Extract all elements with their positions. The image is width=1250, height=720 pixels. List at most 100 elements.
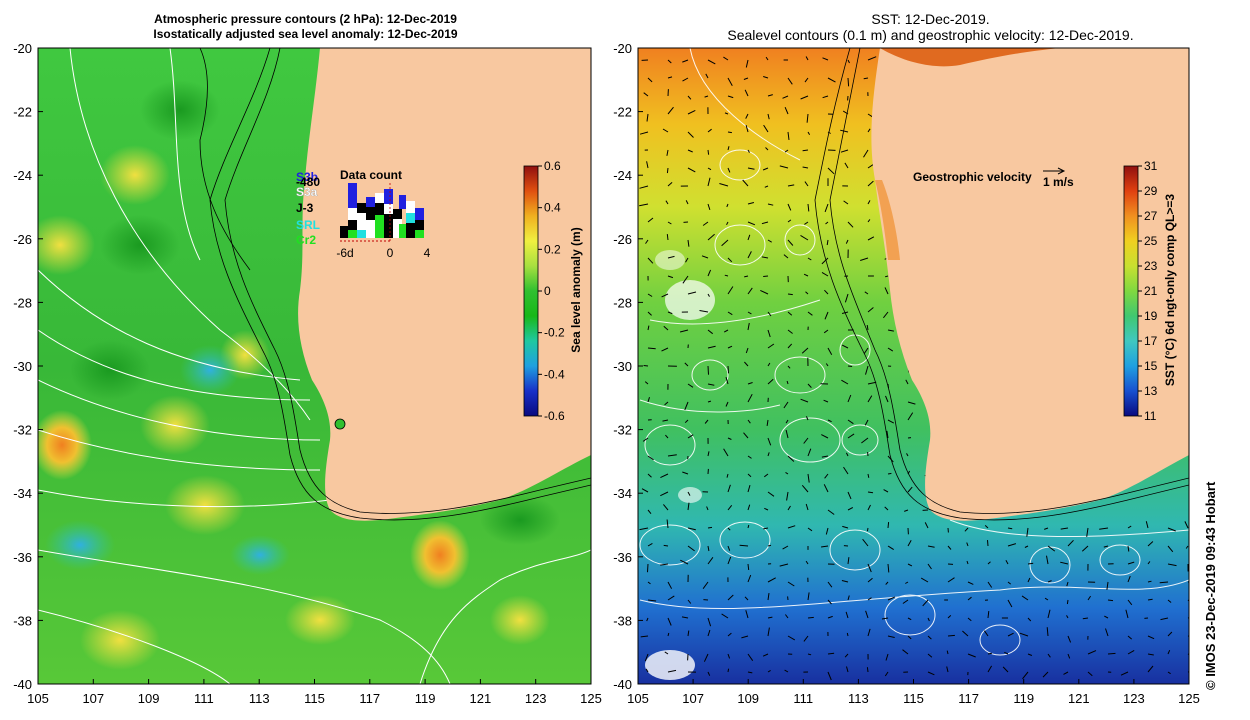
velocity-arrow bbox=[1047, 545, 1056, 552]
colorbar-tick-label: 0.2 bbox=[544, 242, 561, 256]
velocity-arrow bbox=[867, 473, 870, 478]
velocity-arrow bbox=[647, 217, 654, 223]
velocity-arrow bbox=[747, 149, 750, 153]
velocity-arrow bbox=[844, 653, 849, 658]
velocity-arrow bbox=[1127, 545, 1130, 552]
velocity-arrow bbox=[987, 581, 993, 588]
velocity-arrow bbox=[707, 329, 714, 335]
velocity-arrow bbox=[724, 112, 729, 115]
velocity-arrow bbox=[724, 274, 729, 277]
velocity-arrow bbox=[707, 557, 714, 565]
velocity-arrow bbox=[887, 472, 892, 475]
velocity-arrow bbox=[787, 131, 790, 140]
velocity-arrow bbox=[1127, 575, 1131, 583]
velocity-arrow bbox=[747, 524, 750, 529]
velocity-arrow bbox=[786, 491, 789, 501]
velocity-arrow bbox=[761, 221, 769, 225]
velocity-arrow bbox=[665, 200, 669, 205]
velocity-arrow bbox=[845, 239, 849, 244]
velocity-arrow bbox=[1184, 521, 1189, 529]
velocity-arrow bbox=[764, 507, 769, 511]
velocity-arrow bbox=[647, 581, 651, 585]
velocity-arrow bbox=[667, 76, 673, 79]
velocity-arrow bbox=[707, 545, 710, 552]
velocity-arrow bbox=[727, 504, 733, 511]
velocity-arrow bbox=[744, 89, 749, 97]
data-count-title: Data count bbox=[340, 168, 402, 182]
velocity-arrow bbox=[867, 577, 873, 583]
velocity-arrow bbox=[647, 397, 650, 403]
velocity-arrow bbox=[645, 668, 649, 673]
lon-tick-label: 115 bbox=[304, 691, 325, 706]
velocity-arrow bbox=[987, 540, 989, 547]
velocity-arrow bbox=[847, 365, 853, 367]
colorbar-tick-label: -0.4 bbox=[544, 367, 565, 381]
velocity-arrow bbox=[1147, 561, 1151, 565]
velocity-arrow bbox=[1167, 649, 1171, 655]
velocity-arrow bbox=[785, 419, 789, 424]
velocity-arrow bbox=[927, 653, 933, 658]
velocity-arrow bbox=[865, 610, 869, 619]
velocity-arrow bbox=[723, 56, 729, 61]
velocity-arrow bbox=[1087, 595, 1092, 601]
velocity-arrow bbox=[984, 525, 989, 529]
velocity-arrow bbox=[807, 311, 813, 316]
velocity-arrow bbox=[847, 59, 850, 64]
left-longitude-axis: 105 107 109 111 113 115 117 119 121 123 125 bbox=[27, 679, 602, 706]
right-colorbar: 31 29 27 25 23 21 19 17 15 13 11 SST (°C) 6d ngt-o… bbox=[1123, 159, 1177, 423]
velocity-arrow bbox=[682, 59, 689, 63]
velocity-arrow bbox=[1105, 628, 1109, 637]
velocity-arrow bbox=[807, 527, 813, 532]
velocity-arrow bbox=[667, 617, 672, 626]
colorbar-tick-label: 0 bbox=[544, 284, 551, 298]
colorbar-tick-label: 25 bbox=[1144, 234, 1158, 248]
velocity-arrow bbox=[787, 293, 793, 296]
right-longitude-axis: 105 107 109 111 113 115 117 119 121 123 125 bbox=[627, 679, 1200, 706]
data-count-axis-label: 0 bbox=[387, 246, 394, 260]
velocity-arrow bbox=[767, 544, 772, 547]
velocity-arrow bbox=[907, 412, 914, 421]
left-latitude-axis: -20 -22 -24 -26 -28 -30 -32 -34 -36 -38 -40 bbox=[13, 41, 43, 692]
velocity-arrow bbox=[1046, 555, 1049, 565]
velocity-arrow bbox=[666, 234, 669, 241]
velocity-arrow bbox=[779, 165, 789, 169]
velocity-arrow bbox=[987, 561, 991, 565]
velocity-arrow bbox=[1060, 561, 1069, 565]
velocity-arrow bbox=[864, 291, 869, 295]
velocity-arrow bbox=[682, 275, 689, 284]
velocity-arrow bbox=[1160, 617, 1169, 621]
velocity-arrow bbox=[887, 545, 894, 551]
velocity-arrow bbox=[784, 107, 789, 115]
velocity-arrow bbox=[763, 76, 769, 79]
velocity-arrow bbox=[726, 203, 729, 208]
velocity-arrow bbox=[1107, 652, 1116, 655]
velocity-arrow bbox=[767, 311, 772, 317]
velocity-arrow bbox=[666, 519, 669, 529]
velocity-arrow bbox=[802, 149, 809, 152]
velocity-arrow bbox=[826, 239, 829, 246]
velocity-arrow bbox=[743, 77, 749, 80]
velocity-arrow bbox=[946, 666, 949, 673]
data-count-axis-label: -6d bbox=[336, 246, 353, 260]
velocity-arrow bbox=[727, 527, 731, 531]
velocity-arrow bbox=[664, 651, 669, 655]
velocity-arrow bbox=[639, 203, 649, 207]
velocity-arrow bbox=[1087, 671, 1093, 677]
velocity-arrow bbox=[844, 293, 849, 303]
lon-tick-label: 113 bbox=[249, 691, 270, 706]
velocity-arrow bbox=[667, 454, 677, 457]
lon-tick-label: 115 bbox=[903, 691, 924, 706]
velocity-arrow bbox=[660, 473, 669, 479]
velocity-arrow bbox=[707, 629, 711, 637]
velocity-arrow bbox=[867, 236, 875, 241]
velocity-arrow bbox=[785, 429, 789, 439]
lat-tick-label: -32 bbox=[13, 423, 32, 438]
velocity-arrow bbox=[841, 379, 849, 385]
velocity-arrow bbox=[1185, 545, 1189, 549]
lon-tick-label: 117 bbox=[359, 691, 380, 706]
velocity-arrow bbox=[1066, 599, 1069, 605]
velocity-arrow bbox=[867, 200, 871, 205]
velocity-arrow bbox=[884, 671, 889, 677]
velocity-arrow bbox=[767, 627, 770, 637]
velocity-arrow bbox=[847, 595, 850, 601]
